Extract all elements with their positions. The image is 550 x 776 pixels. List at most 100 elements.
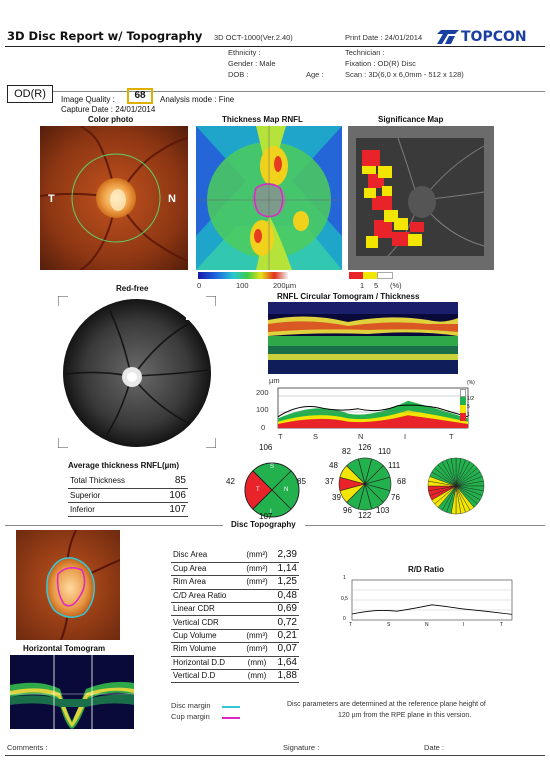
scan-field: Scan : 3D(6,0 x 6,0mm - 512 x 128)	[345, 70, 464, 79]
row-label: Superior	[68, 488, 148, 503]
table-row: Rim Volume (mm³) 0,07	[171, 642, 299, 657]
table-row: Linear CDR 0,69	[171, 602, 299, 617]
report-title: 3D Disc Report w/ Topography	[7, 29, 203, 43]
comments-label: Comments :	[7, 743, 48, 752]
param-label: Horizontal D.D	[171, 656, 241, 671]
row-value: 107	[148, 502, 188, 517]
rnfl-xtick-t2: T	[449, 432, 454, 441]
table-row: C/D Area Ratio 0,48	[171, 589, 299, 604]
row-label: Total Thickness	[68, 474, 148, 489]
image-quality-label: Image Quality :	[61, 95, 115, 104]
clock-hour-12: 126	[358, 443, 372, 452]
rnfl-legend-item-1: 1/2	[467, 396, 474, 402]
param-unit: (mm³)	[241, 642, 273, 657]
sector-chart	[426, 456, 486, 516]
date-label: Date :	[424, 743, 445, 752]
legend-white-swatch	[460, 389, 466, 397]
quadrant-right-value: 85	[297, 477, 306, 486]
red-free-title: Red-free	[116, 284, 149, 293]
thickness-map-title: Thickness Map RNFL	[222, 115, 303, 124]
topcon-logo-icon	[437, 30, 459, 44]
rd-ratio-title: R/D Ratio	[408, 565, 444, 574]
image-quality-value: 68	[127, 88, 153, 104]
average-thickness-table: Total Thickness 85 Superior 106 Inferior…	[68, 474, 188, 517]
significance-yellow-swatch	[363, 272, 377, 279]
rd-xtick-n: N	[425, 622, 429, 628]
rnfl-abnormal-band	[278, 415, 468, 428]
table-row: Horizontal D.D (mm) 1,64	[171, 656, 299, 671]
fixation-field: Fixation : OD(R) Disc	[345, 59, 416, 68]
rd-ratio-curve	[351, 604, 513, 615]
rd-xtick-t2: T	[500, 622, 504, 628]
disc-color-photo	[16, 530, 120, 640]
table-row: Superior 106	[68, 488, 188, 503]
row-label: Inferior	[68, 502, 148, 517]
param-unit: (mm)	[241, 656, 273, 671]
quadrant-left-value: 42	[226, 477, 235, 486]
param-value: 2,39	[273, 549, 299, 563]
param-value: 1,25	[273, 575, 299, 590]
disc-margin-legend-label: Disc margin	[171, 701, 211, 710]
quadrant-bottom-value: 107	[259, 512, 273, 521]
rd-ratio-plot	[340, 576, 516, 632]
rnfl-ytick-0: 0	[261, 423, 266, 432]
clock-hour-5: 103	[376, 506, 390, 515]
param-unit: (mm)	[241, 669, 273, 684]
clock-hour-2: 111	[388, 461, 401, 470]
rnfl-thickness-plot	[262, 384, 484, 442]
clock-hour-sector	[346, 458, 366, 486]
param-unit: (mm²)	[241, 562, 273, 577]
clock-hour-chart	[322, 446, 412, 522]
legend-green-swatch	[460, 397, 466, 405]
legend-yellow-swatch	[460, 405, 466, 413]
analysis-mode: Analysis mode : Fine	[160, 95, 235, 104]
note-line-2: 120 µm from the RPE plane in this versio…	[338, 712, 472, 719]
table-row: Disc Area (mm²) 2,39	[171, 549, 299, 563]
gender-field: Gender : Male	[228, 59, 276, 68]
significance-scale-5: 5	[374, 281, 379, 290]
rnfl-xtick-t1: T	[278, 432, 283, 441]
table-row: Cup Volume (mm³) 0,21	[171, 629, 299, 644]
color-photo-title: Color photo	[88, 115, 134, 124]
param-value: 0,72	[273, 615, 299, 630]
param-value: 1,64	[273, 656, 299, 671]
color-fundus-photo: T N	[40, 126, 188, 270]
param-value: 1,88	[273, 669, 299, 684]
disc-margin-line-swatch	[222, 706, 240, 708]
param-value: 0,21	[273, 629, 299, 644]
rnfl-circular-tomogram	[268, 302, 458, 374]
quadrant-t-label: T	[256, 487, 260, 493]
device-version: 3D OCT-1000(Ver.2.40)	[214, 33, 293, 42]
significance-map	[348, 126, 494, 270]
rnfl-unit-label: µm	[269, 376, 280, 385]
average-thickness-title: Average thickness RNFL(µm)	[68, 461, 180, 470]
param-label: Vertical CDR	[171, 615, 241, 630]
rd-ytick-1: 1	[343, 575, 346, 581]
param-value: 1,14	[273, 562, 299, 577]
significance-normal-swatch	[377, 272, 393, 279]
param-unit	[241, 615, 273, 630]
cup-margin-line-swatch	[222, 717, 240, 719]
param-unit	[241, 602, 273, 617]
print-date: Print Date : 24/01/2014	[345, 33, 423, 42]
technician-label: Technician :	[345, 48, 385, 57]
horizontal-tomogram	[10, 655, 134, 729]
temporal-label: T	[48, 193, 55, 205]
significance-map-title: Significance Map	[378, 115, 444, 124]
rnfl-patient-curve	[277, 404, 469, 418]
param-unit: (mm²)	[241, 549, 273, 563]
rnfl-xtick-i: I	[404, 432, 407, 441]
param-value: 0,48	[273, 589, 299, 604]
legend-red-swatch	[460, 413, 466, 421]
rd-xtick-i: I	[463, 622, 465, 628]
rd-ytick-0: 0	[343, 616, 346, 622]
table-row: Cup Area (mm²) 1,14	[171, 562, 299, 577]
age-label: Age :	[306, 70, 324, 79]
clock-hour-9: 37	[325, 477, 334, 486]
param-label: Rim Volume	[171, 642, 241, 657]
quadrant-n-label: N	[284, 487, 289, 493]
rnfl-ytick-200: 200	[256, 388, 269, 397]
disc-topography-title: Disc Topography	[231, 520, 296, 529]
rnfl-legend-item-3: 1	[467, 412, 470, 418]
param-label: Vertical D.D	[171, 669, 241, 684]
